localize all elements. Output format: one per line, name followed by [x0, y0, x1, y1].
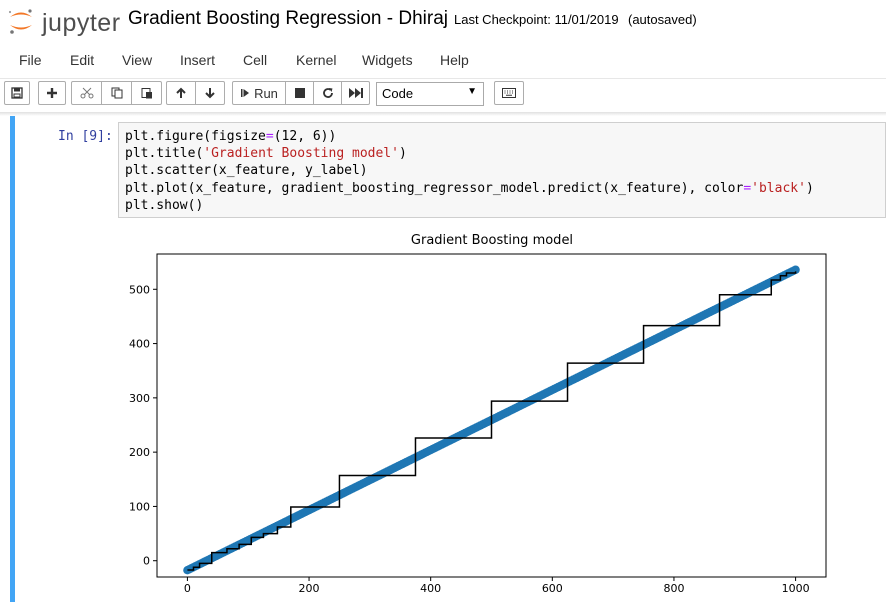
- y-tick-label: 200: [129, 446, 150, 459]
- x-tick-label: 600: [542, 582, 563, 595]
- autosave-status: (autosaved): [628, 12, 697, 27]
- code-line-4: plt.plot(x_feature, gradient_boosting_re…: [125, 180, 814, 196]
- step-forward-icon: [241, 89, 250, 97]
- keyboard-group: [494, 81, 524, 105]
- y-tick-label: 500: [129, 283, 150, 296]
- menu-file[interactable]: File: [19, 52, 42, 68]
- interrupt-button[interactable]: [285, 81, 314, 105]
- cut-button[interactable]: [71, 81, 102, 105]
- run-group: Run: [232, 81, 370, 105]
- menu-insert[interactable]: Insert: [180, 52, 216, 68]
- move-group: [166, 81, 225, 105]
- y-tick-label: 300: [129, 392, 150, 405]
- input-prompt: In [9]:: [58, 129, 113, 144]
- logo-text: jupyter: [42, 9, 121, 37]
- y-tick-label: 100: [129, 500, 150, 513]
- command-palette-button[interactable]: [494, 81, 524, 105]
- plot-frame: [156, 253, 827, 578]
- save-button[interactable]: [4, 81, 30, 105]
- toolbar-divider: [0, 112, 886, 116]
- plus-icon: [47, 88, 57, 98]
- insert-cell-button[interactable]: [38, 81, 66, 105]
- code-line-3: plt.scatter(x_feature, y_label): [125, 163, 368, 179]
- restart-run-all-button[interactable]: [341, 81, 370, 105]
- x-tick-label: 0: [184, 582, 191, 595]
- x-tick-label: 400: [420, 582, 441, 595]
- chart-title: Gradient Boosting model: [411, 233, 573, 248]
- menu-widgets[interactable]: Widgets: [362, 52, 413, 68]
- checkpoint-status: Last Checkpoint: 11/01/2019: [454, 12, 619, 27]
- x-tick-label: 1000: [782, 582, 810, 595]
- menu-cell[interactable]: Cell: [243, 52, 268, 68]
- clipboard-group: [71, 81, 162, 105]
- y-tick-label: 400: [129, 338, 150, 351]
- run-label: Run: [254, 85, 278, 101]
- prediction-step-line: [187, 271, 797, 571]
- jupyter-logo-icon: [8, 9, 32, 34]
- menu-bar: File Edit View Insert Cell Kernel Widget…: [0, 44, 886, 79]
- code-line-2: plt.title('Gradient Boosting model'): [125, 146, 407, 162]
- save-icon: [11, 87, 23, 99]
- prediction-series: [187, 271, 797, 571]
- paste-button[interactable]: [131, 81, 162, 105]
- chevron-down-icon: ▼: [467, 86, 477, 97]
- menu-help[interactable]: Help: [440, 52, 469, 68]
- paste-icon: [141, 88, 152, 99]
- keyboard-icon: [502, 88, 516, 98]
- menu-edit[interactable]: Edit: [70, 52, 95, 68]
- notebook-title[interactable]: Gradient Boosting Regression - Dhiraj: [128, 8, 448, 29]
- menu-kernel[interactable]: Kernel: [296, 52, 337, 68]
- arrow-down-icon: [205, 88, 215, 99]
- menu-view[interactable]: View: [122, 52, 153, 68]
- notebook-header: jupyter Gradient Boosting Regression - D…: [0, 0, 886, 44]
- move-down-button[interactable]: [195, 81, 225, 105]
- chart-axes: 0 200 400 600 800 1000 0 100 200 300 400 500: [129, 253, 827, 595]
- stop-icon: [294, 88, 305, 98]
- jupyter-logo[interactable]: jupyter: [6, 6, 120, 37]
- arrow-up-icon: [176, 87, 186, 98]
- code-line-1: plt.figure(figsize=(12, 6)): [125, 129, 337, 144]
- cell-type-value: Code: [382, 86, 414, 101]
- restart-icon: [322, 88, 333, 98]
- x-tick-label: 800: [663, 582, 684, 595]
- save-group: [4, 81, 30, 105]
- fast-forward-icon: [348, 88, 363, 98]
- scatter-point: [791, 265, 800, 274]
- copy-icon: [111, 87, 122, 99]
- cut-icon: [80, 87, 93, 99]
- insert-group: [38, 81, 66, 105]
- cell-type-select[interactable]: Code ▼: [376, 82, 484, 106]
- selected-cell-indicator: [10, 116, 15, 602]
- x-tick-label: 200: [299, 582, 320, 595]
- run-button[interactable]: Run: [232, 81, 286, 105]
- code-input[interactable]: plt.figure(figsize=(12, 6)) plt.title('Gr…: [118, 122, 886, 218]
- toolbar: Run: [0, 78, 886, 110]
- code-block: plt.figure(figsize=(12, 6)) plt.title('Gr…: [125, 128, 814, 214]
- code-line-5: plt.show(): [125, 197, 204, 213]
- y-tick-label: 0: [143, 555, 150, 568]
- copy-button[interactable]: [101, 81, 132, 105]
